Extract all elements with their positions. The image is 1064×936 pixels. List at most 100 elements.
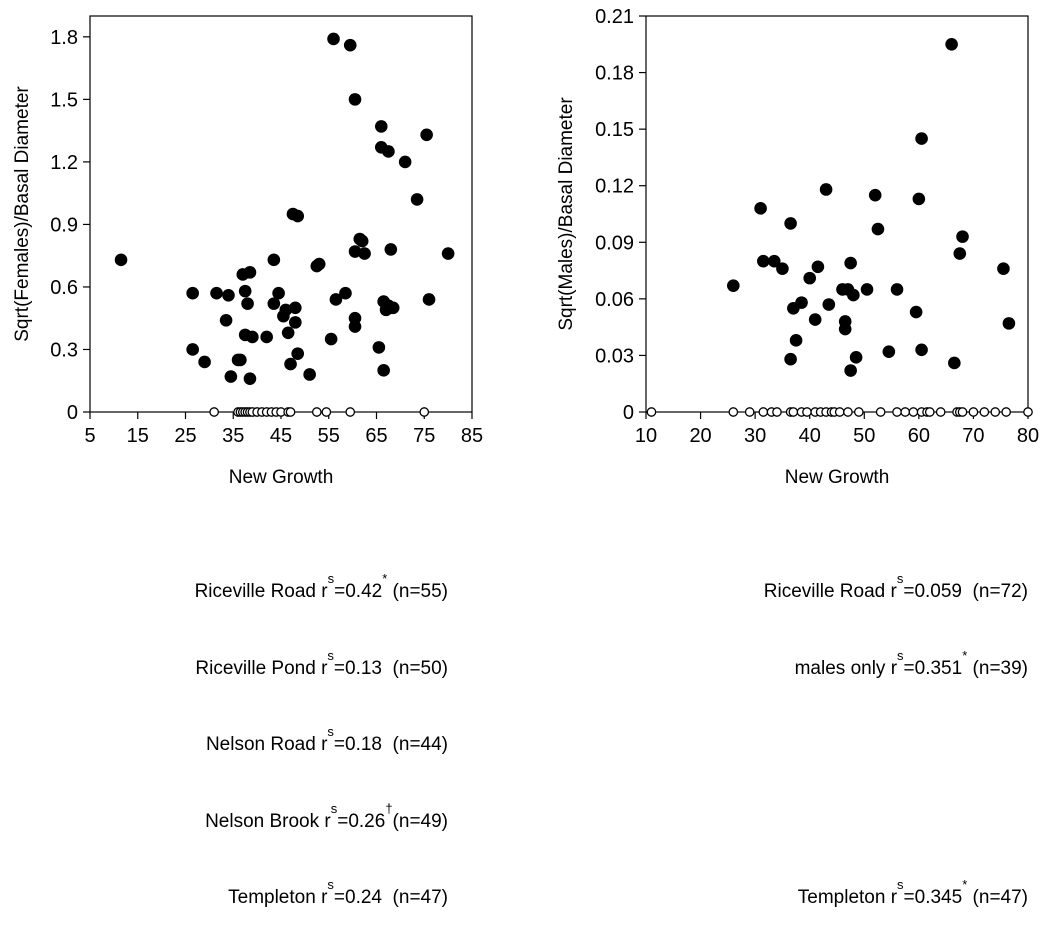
- data-point-filled: [339, 286, 352, 300]
- site-name: Riceville Road: [763, 581, 886, 602]
- data-point-filled: [243, 372, 257, 385]
- caption-left-line: Riceville Pond r s =0.13 (n=50): [108, 649, 448, 682]
- data-point-filled: [909, 305, 923, 319]
- data-point-filled: [238, 284, 252, 298]
- y-tick-label: 1.2: [50, 152, 78, 174]
- data-point-filled: [915, 132, 928, 145]
- data-point-filled: [281, 326, 295, 340]
- x-axis-label: New Growth: [785, 467, 890, 488]
- data-point-open: [834, 407, 845, 417]
- y-tick-label: 0.21: [595, 6, 634, 28]
- data-point-open: [908, 407, 919, 417]
- caption-right-line: Riceville Road r s =0.059 (n=72): [660, 572, 1028, 605]
- data-point-filled: [844, 364, 857, 377]
- data-point-filled: [219, 313, 233, 327]
- data-point-filled: [422, 293, 436, 306]
- data-point-filled: [727, 279, 740, 292]
- data-point-filled: [348, 245, 362, 258]
- x-tick-label: 40: [799, 425, 821, 447]
- data-point-filled: [384, 243, 398, 256]
- x-tick-label: 20: [689, 425, 711, 447]
- data-point-filled: [289, 316, 302, 329]
- data-point-filled: [382, 145, 395, 158]
- data-point-filled: [956, 230, 969, 243]
- data-point-open: [1023, 407, 1033, 417]
- data-point-filled: [890, 283, 904, 296]
- data-point-open: [892, 407, 902, 417]
- data-point-filled: [860, 283, 874, 296]
- data-point-filled: [849, 351, 863, 364]
- data-point-open: [345, 407, 356, 417]
- x-tick-label: 55: [318, 425, 340, 447]
- data-point-filled: [267, 297, 281, 310]
- data-point-filled: [312, 257, 326, 271]
- caption-left-line: Riceville Road r s =0.42 * (n=55): [108, 572, 448, 605]
- data-point-filled: [291, 209, 305, 223]
- data-point-filled: [871, 222, 885, 236]
- sample-size: (n=50): [387, 657, 448, 679]
- data-point-filled: [945, 37, 958, 51]
- caption-left-line: Nelson Brook r s =0.26 † (n=49): [108, 802, 448, 835]
- data-point-filled: [838, 322, 852, 336]
- data-point-filled: [776, 262, 789, 275]
- data-point-filled: [279, 303, 293, 317]
- plot-frame: [89, 15, 473, 413]
- x-tick-label: 60: [908, 425, 930, 447]
- data-point-open: [788, 407, 799, 417]
- data-point-open: [875, 407, 886, 417]
- data-point-filled: [819, 183, 833, 196]
- y-axis-label: Sqrt(Males)/Basal Diameter: [556, 97, 577, 331]
- x-tick-label: 45: [270, 425, 292, 447]
- data-point-open: [900, 407, 911, 417]
- x-tick-label: 75: [413, 425, 435, 447]
- data-point-filled: [410, 193, 424, 206]
- caption-right-line: Templeton r s =0.345 * (n=47): [660, 878, 1028, 911]
- sample-size: (n=44): [387, 734, 448, 755]
- caption-right-line: males only r s =0.351 * (n=39): [660, 649, 1028, 682]
- data-point-filled: [754, 202, 767, 215]
- data-point-filled: [303, 368, 316, 381]
- caption-right: Riceville Road r s =0.059 (n=72) males onl…: [660, 528, 1028, 936]
- data-point-filled: [272, 286, 285, 300]
- data-point-open: [843, 407, 853, 417]
- data-point-filled: [822, 298, 836, 311]
- data-point-filled: [915, 343, 928, 357]
- y-tick-label: 0.12: [595, 176, 634, 198]
- data-point-filled: [348, 93, 362, 106]
- data-point-filled: [241, 297, 254, 310]
- site-name: Nelson Road: [205, 734, 316, 755]
- y-tick-label: 0.15: [595, 119, 634, 141]
- y-axis-label: Sqrt(Females)/Basal Diameter: [12, 86, 33, 342]
- data-point-filled: [767, 254, 781, 268]
- data-point-filled: [291, 347, 305, 360]
- data-point-filled: [844, 256, 857, 270]
- data-point-filled: [186, 286, 199, 300]
- data-point-filled: [789, 334, 803, 347]
- y-tick-label: 0.03: [595, 345, 634, 367]
- data-point-filled: [953, 247, 967, 260]
- data-point-filled: [374, 120, 388, 133]
- data-point-filled: [186, 343, 199, 356]
- data-point-filled: [327, 32, 340, 46]
- data-point-filled: [329, 293, 343, 306]
- data-point-filled: [355, 234, 369, 248]
- data-point-open: [285, 407, 296, 417]
- data-point-filled: [222, 288, 235, 302]
- x-tick-label: 5: [84, 425, 95, 447]
- data-point-open: [957, 407, 968, 417]
- y-tick-label: 0.06: [595, 289, 634, 311]
- y-tick-label: 0.9: [50, 214, 78, 236]
- data-point-open: [979, 407, 990, 417]
- x-axis-label: New Growth: [229, 467, 334, 488]
- data-point-filled: [260, 330, 273, 344]
- data-point-open: [853, 407, 864, 417]
- data-point-filled: [803, 271, 817, 285]
- data-point-filled: [882, 345, 896, 358]
- data-point-filled: [358, 247, 371, 260]
- data-point-filled: [224, 370, 238, 383]
- y-tick-label: 0.18: [595, 63, 634, 85]
- data-point-filled: [246, 330, 259, 344]
- site-name: Templeton: [797, 887, 886, 908]
- site-name: Riceville Road: [194, 581, 317, 602]
- sample-size: (n=72): [967, 581, 1028, 602]
